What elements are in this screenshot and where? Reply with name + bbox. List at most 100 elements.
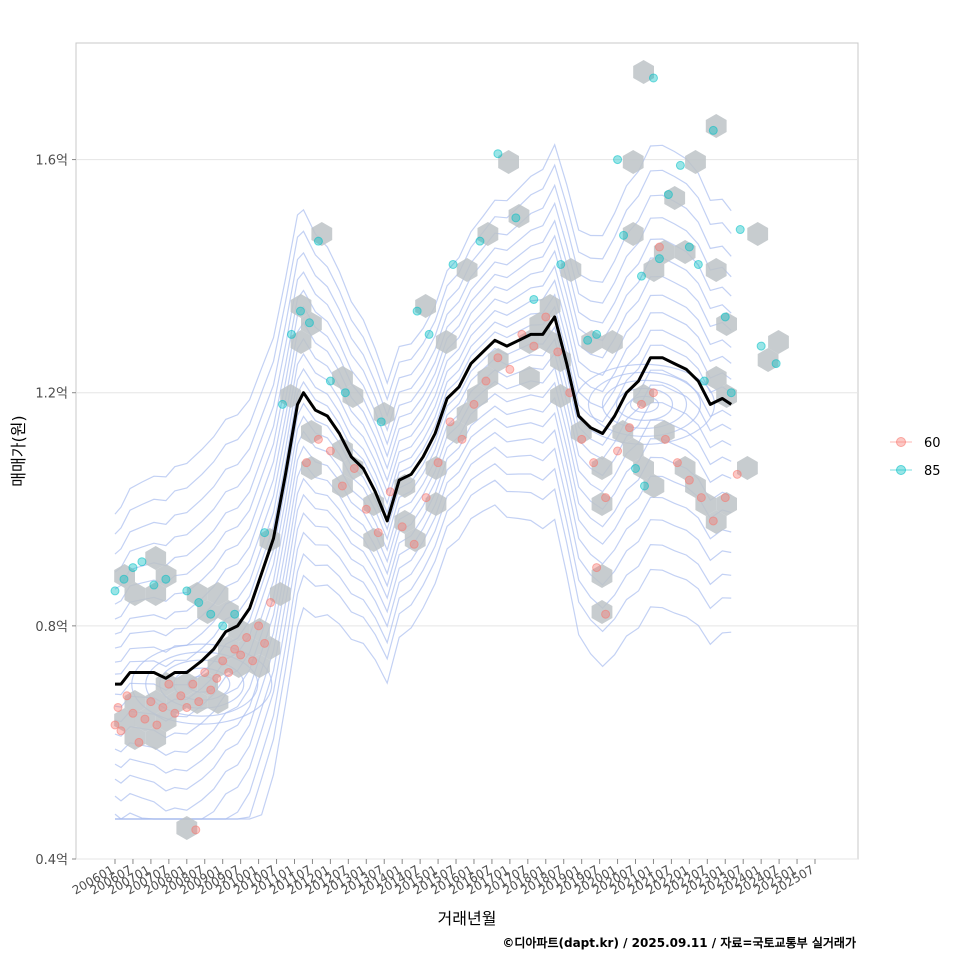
point-85 [592, 329, 602, 339]
hexbin [487, 348, 509, 372]
hexbin [228, 654, 250, 678]
hexbin [332, 366, 353, 390]
point-60 [397, 522, 407, 532]
hexbin [508, 204, 530, 228]
contour-ring [131, 643, 273, 725]
point-60 [254, 621, 264, 631]
point-60 [648, 388, 658, 398]
point-60 [325, 446, 335, 456]
point-60 [601, 493, 611, 503]
point-85 [636, 271, 646, 281]
hexbin [145, 726, 167, 750]
contour-line [114, 381, 732, 756]
point-60 [493, 353, 503, 363]
point-85 [376, 417, 386, 427]
hexbin [207, 690, 229, 714]
point-85 [149, 580, 159, 590]
point-85 [194, 598, 204, 608]
hexbin-layer [114, 60, 789, 840]
y-axis-title: 매매가(원) [9, 415, 28, 486]
point-60 [361, 504, 371, 514]
point-85 [675, 160, 685, 170]
point-85 [654, 254, 664, 264]
point-85 [424, 329, 434, 339]
point-60 [481, 376, 491, 386]
point-60 [266, 598, 276, 608]
hexbin [301, 312, 322, 336]
point-60 [176, 691, 186, 701]
hexbin [653, 240, 675, 264]
hexbin [716, 384, 737, 408]
contour-line [114, 249, 732, 620]
point-60 [301, 458, 311, 468]
hexbin [176, 816, 198, 840]
hexbin [425, 492, 447, 516]
trend-line-layer [115, 315, 733, 686]
point-85 [648, 73, 658, 83]
hexbin [685, 474, 706, 498]
point-60 [134, 737, 144, 747]
point-60 [589, 458, 599, 468]
point-60 [433, 458, 443, 468]
hexbin [332, 474, 353, 498]
point-85 [529, 294, 539, 304]
point-85 [511, 213, 521, 223]
contour-ring [145, 651, 259, 717]
hexbin [622, 438, 644, 462]
hexbin [238, 636, 260, 660]
point-60 [230, 644, 240, 654]
caption: ©디아파트(dapt.kr) / 2025.09.11 / 자료=국토교통부 실… [502, 935, 856, 950]
y-axis: 0.4억 0.8억 1.2억 1.6억 [35, 154, 76, 868]
point-85 [304, 318, 314, 328]
point-60 [469, 399, 479, 409]
point-85 [278, 399, 288, 409]
hexbin [166, 690, 187, 714]
y-tick-label: 0.8억 [35, 620, 68, 635]
point-60 [152, 720, 162, 730]
hexbin [705, 366, 727, 390]
contour-line [115, 504, 732, 820]
trend-line [115, 315, 733, 686]
point-60 [146, 697, 156, 707]
hexbin [124, 690, 146, 714]
hexbin [207, 582, 229, 606]
point-60 [188, 679, 198, 689]
legend-label-60: 60 [924, 436, 941, 451]
x-axis: 2006012006072007012007072008012008072009… [70, 859, 817, 898]
y-tick-label: 1.2억 [35, 387, 68, 402]
point-60 [373, 528, 383, 538]
point-60 [720, 493, 730, 503]
hexbin [519, 366, 540, 390]
hexbin [737, 456, 758, 480]
hexbin [290, 330, 312, 354]
point-60 [140, 714, 150, 724]
hexbin [768, 330, 789, 354]
point-60 [505, 364, 515, 374]
point-85 [206, 609, 216, 619]
point-85 [693, 259, 703, 269]
point-85 [631, 463, 641, 473]
hexbin [269, 582, 291, 606]
contour-line [114, 234, 732, 605]
hexbin [114, 708, 135, 732]
hexbin [612, 420, 634, 444]
point-85 [493, 149, 503, 159]
point-85 [230, 609, 240, 619]
point-60 [541, 312, 551, 322]
hexbin [550, 384, 571, 408]
hexbin [155, 672, 177, 696]
point-60 [732, 469, 742, 479]
hexbin [228, 618, 250, 642]
point-60 [236, 650, 246, 660]
hexbin [145, 690, 167, 714]
point-85 [161, 574, 171, 584]
point-60 [385, 487, 395, 497]
hexbin [124, 726, 146, 750]
legend: 60 85 [890, 436, 941, 479]
hexbin [415, 294, 436, 318]
hexbin [207, 654, 229, 678]
contour-line [114, 201, 732, 573]
point-85 [340, 388, 350, 398]
contour-line [114, 293, 732, 663]
